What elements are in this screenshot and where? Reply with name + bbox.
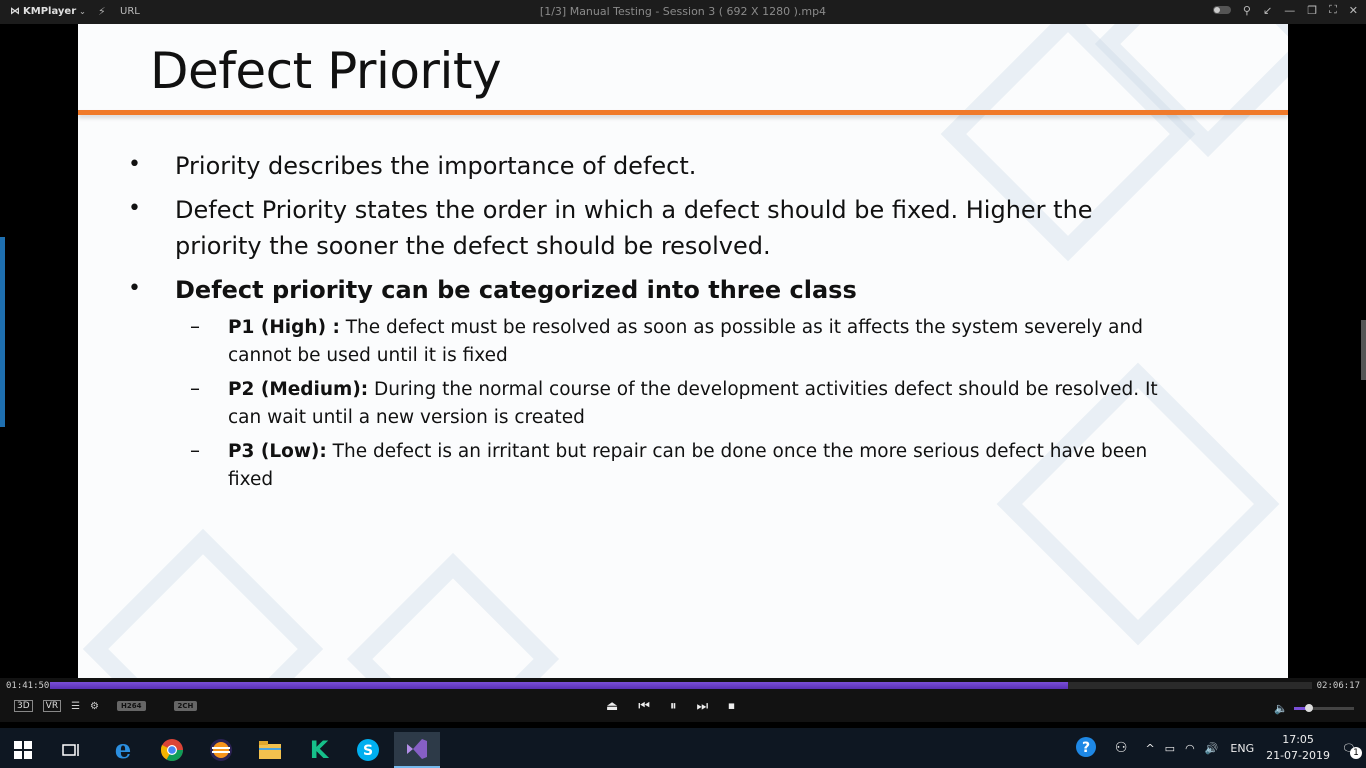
control-bar: 3D VR ☰ ⚙ H264 2CH ⏏ ⏮ ⏸ ⏭ ⏹ 🔈 xyxy=(0,694,1366,722)
3d-button[interactable]: 3D xyxy=(14,700,33,712)
kmplayer-menu[interactable]: ⋈ KMPlayer ⌄ xyxy=(10,6,86,17)
bullet-icon: • xyxy=(128,196,141,221)
eclipse-icon[interactable] xyxy=(198,732,244,768)
next-icon[interactable]: ⏭ xyxy=(696,699,709,714)
sub-bullet-p2-continued: can wait until a new version is created xyxy=(228,407,585,428)
language-indicator[interactable]: ENG xyxy=(1230,741,1255,755)
clock[interactable]: 17:05 21-07-2019 xyxy=(1266,732,1330,764)
wifi-icon[interactable]: ◠ xyxy=(1185,741,1195,755)
windows-taskbar: e K S ? ⚇ ^ ▭ ◠ 🔊 ENG 17:05 21-07-2019 🗨… xyxy=(0,728,1366,768)
pause-icon[interactable]: ⏸ xyxy=(670,699,677,714)
dash-icon: – xyxy=(190,314,200,338)
svg-text:S: S xyxy=(363,743,373,759)
clock-time: 17:05 xyxy=(1282,733,1314,746)
dash-icon: – xyxy=(190,376,200,400)
seek-progress xyxy=(50,682,1069,689)
toggle-switch[interactable] xyxy=(1212,6,1231,14)
playlist-icon[interactable]: ☰ xyxy=(71,700,81,712)
windows-start-icon[interactable] xyxy=(0,732,46,768)
eject-icon[interactable]: ⏏ xyxy=(606,699,619,714)
visual-studio-icon[interactable] xyxy=(394,732,440,768)
stop-icon[interactable]: ⏹ xyxy=(728,699,735,714)
file-explorer-icon[interactable] xyxy=(247,732,293,768)
bullet-text-bold: Defect priority can be categorized into … xyxy=(175,276,857,304)
fullscreen-icon[interactable]: ⛶ xyxy=(1329,3,1337,16)
title-bar: ⋈ KMPlayer ⌄ ⚡ URL [1/3] Manual Testing … xyxy=(0,0,1366,24)
codec-badge[interactable]: H264 xyxy=(117,701,146,711)
sub-bullet-p3: P3 (Low): The defect is an irritant but … xyxy=(228,438,1188,466)
volume-control: 🔈 xyxy=(1274,702,1354,715)
dash-icon: – xyxy=(190,438,200,462)
minimize-icon[interactable]: — xyxy=(1284,3,1296,17)
volume-tray-icon[interactable]: 🔊 xyxy=(1204,741,1219,755)
skype-icon[interactable]: S xyxy=(345,732,391,768)
pin-icon[interactable]: ⚲ xyxy=(1242,3,1251,17)
bullet-text-continued: priority the sooner the defect should be… xyxy=(175,232,771,260)
settings-gear-icon[interactable]: ⚙ xyxy=(90,700,100,712)
speaker-icon[interactable]: 🔈 xyxy=(1274,702,1288,715)
mini-mode-icon[interactable]: ↙ xyxy=(1262,3,1273,17)
edge-icon[interactable]: e xyxy=(114,735,132,765)
sub-bullet-p1-continued: cannot be used until it is fixed xyxy=(228,345,508,366)
chevron-up-icon[interactable]: ^ xyxy=(1145,741,1155,755)
people-icon[interactable]: ⚇ xyxy=(1114,740,1128,756)
slide-title: Defect Priority xyxy=(150,42,502,100)
p1-label: P1 (High) : xyxy=(228,317,340,338)
kmplayer-logo-icon: ⋈ xyxy=(10,6,20,17)
bullet-icon: • xyxy=(128,152,141,177)
total-time: 02:06:17 xyxy=(1316,681,1360,691)
kmplayer-k-icon[interactable]: K xyxy=(309,736,329,764)
volume-knob[interactable] xyxy=(1305,704,1313,712)
seek-area: 01:41:50 02:06:17 xyxy=(0,678,1366,694)
playback-controls: ⏏ ⏮ ⏸ ⏭ ⏹ xyxy=(606,699,735,714)
p1-text: The defect must be resolved as soon as p… xyxy=(339,317,1143,338)
restore-icon[interactable]: ❐ xyxy=(1307,3,1318,17)
p2-text: During the normal course of the developm… xyxy=(368,379,1158,400)
elapsed-time: 01:41:50 xyxy=(6,681,50,691)
volume-level xyxy=(1294,707,1309,710)
clock-date: 21-07-2019 xyxy=(1266,749,1331,762)
task-view-icon[interactable] xyxy=(48,732,94,768)
right-side-panel-handle[interactable] xyxy=(1361,320,1366,380)
sub-bullet-p1: P1 (High) : The defect must be resolved … xyxy=(228,314,1188,342)
title-divider xyxy=(78,110,1288,115)
previous-icon[interactable]: ⏮ xyxy=(638,699,650,714)
window-title: [1/3] Manual Testing - Session 3 ( 692 X… xyxy=(539,5,827,18)
notification-count: 1 xyxy=(1350,746,1362,759)
chrome-icon[interactable] xyxy=(149,732,195,768)
audio-channel-badge[interactable]: 2CH xyxy=(173,701,198,711)
background-pattern xyxy=(82,528,324,678)
action-center-icon[interactable]: 🗨 1 xyxy=(1342,742,1362,759)
p3-text: The defect is an irritant but repair can… xyxy=(326,441,1148,462)
close-icon[interactable]: ✕ xyxy=(1348,3,1358,17)
help-icon[interactable]: ? xyxy=(1075,736,1097,761)
left-side-panel-handle[interactable] xyxy=(0,237,5,427)
sub-bullet-p2: P2 (Medium): During the normal course of… xyxy=(228,376,1188,404)
bullet-text: Priority describes the importance of def… xyxy=(175,152,697,180)
left-controls: 3D VR ☰ ⚙ H264 2CH xyxy=(14,700,198,712)
background-pattern xyxy=(346,552,560,678)
app-name: KMPlayer xyxy=(23,6,77,17)
p3-label: P3 (Low): xyxy=(228,441,327,462)
svg-text:?: ? xyxy=(1082,740,1090,756)
video-frame[interactable]: Defect Priority • Priority describes the… xyxy=(78,24,1288,678)
lightning-icon[interactable]: ⚡ xyxy=(98,5,106,18)
vr-button[interactable]: VR xyxy=(42,700,62,712)
system-tray: ? ⚇ ^ ▭ ◠ 🔊 ENG 17:05 21-07-2019 🗨 1 xyxy=(1075,728,1366,768)
chevron-down-icon: ⌄ xyxy=(79,7,86,16)
window-controls: ⚲ ↙ — ❐ ⛶ ✕ xyxy=(1212,3,1358,17)
seek-bar[interactable] xyxy=(50,682,1312,689)
volume-slider[interactable] xyxy=(1294,704,1354,712)
battery-icon[interactable]: ▭ xyxy=(1164,741,1176,755)
p2-label: P2 (Medium): xyxy=(228,379,369,400)
url-button[interactable]: URL xyxy=(120,6,140,17)
bullet-icon: • xyxy=(128,276,141,301)
sub-bullet-p3-continued: fixed xyxy=(228,469,274,490)
bullet-text: Defect Priority states the order in whic… xyxy=(175,196,1093,224)
